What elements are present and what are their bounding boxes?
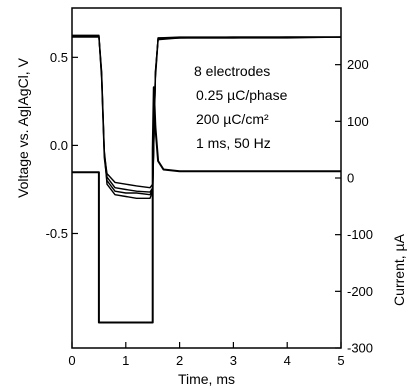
x-axis-title: Time, ms xyxy=(178,371,235,387)
x-tick-label: 2 xyxy=(176,353,183,368)
annotation-pulse-params: 1 ms, 50 Hz xyxy=(196,135,271,151)
y-left-tick-label: 0.5 xyxy=(50,50,68,65)
y-right-tick-label: 100 xyxy=(347,114,369,129)
annotation-charge-per-phase: 0.25 µC/phase xyxy=(196,87,288,103)
annotation-charge-density: 200 µC/cm² xyxy=(196,111,269,127)
x-tick-label: 4 xyxy=(284,353,291,368)
y-right-tick-label: -100 xyxy=(347,227,373,242)
y-right-tick-label: -200 xyxy=(347,284,373,299)
annotation-electrodes: 8 electrodes xyxy=(194,63,270,79)
y-left-tick-label: 0.0 xyxy=(50,138,68,153)
voltage-trace-line xyxy=(72,36,341,200)
x-tick-label: 1 xyxy=(122,353,129,368)
x-tick-label: 5 xyxy=(337,353,344,368)
x-tick-label: 0 xyxy=(68,353,75,368)
x-tick-label: 3 xyxy=(230,353,237,368)
current-trace-line xyxy=(72,86,341,324)
y-axis-left-title: Voltage vs. Ag|AgCl, V xyxy=(15,57,31,197)
y-right-tick-label: 0 xyxy=(347,171,354,186)
series-layer xyxy=(72,34,342,324)
plot-frame xyxy=(71,7,342,349)
ticks-layer: 0 1 2 3 4 5 0.5 0.0 -0.5 200 100 0 -100 -200 -300 xyxy=(46,50,373,368)
y-right-tick-label: -300 xyxy=(347,341,373,356)
y-right-tick-label: 200 xyxy=(347,57,369,72)
y-left-tick-label: -0.5 xyxy=(46,226,68,241)
y-axis-right-title: Current, µA xyxy=(391,233,407,306)
